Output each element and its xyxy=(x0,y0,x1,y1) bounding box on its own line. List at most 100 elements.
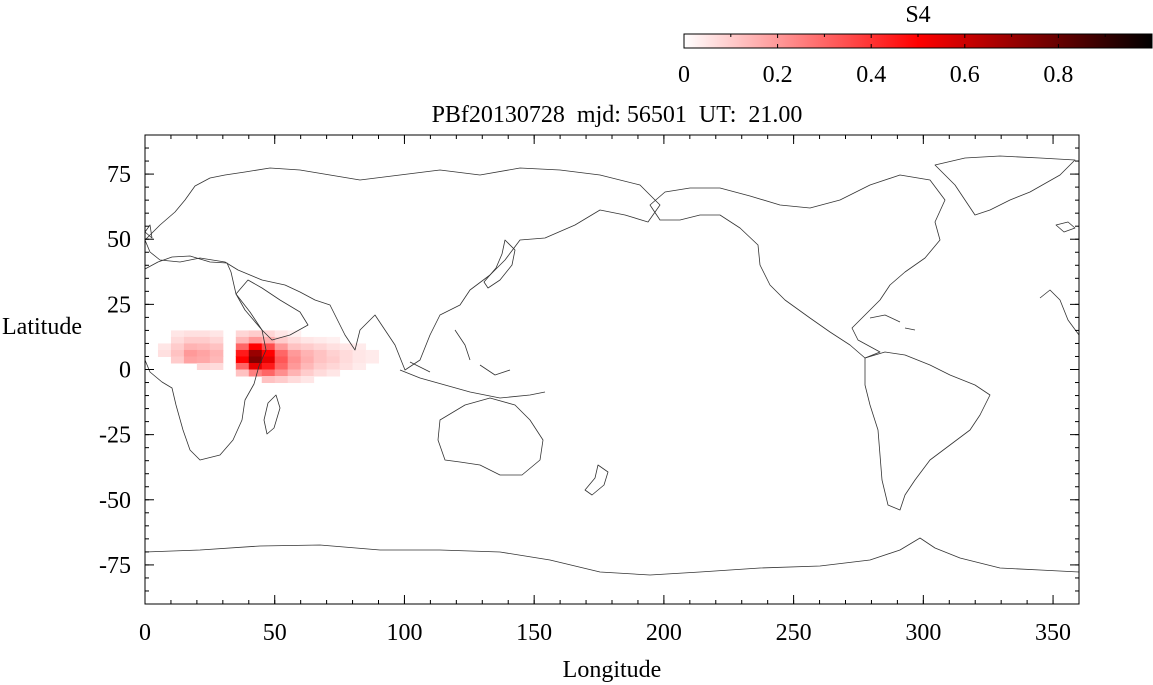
s4-cell xyxy=(235,349,250,357)
s4-cell xyxy=(261,369,276,377)
s4-cell xyxy=(235,336,250,344)
y-tick-label: -25 xyxy=(99,423,131,449)
s4-cell xyxy=(235,343,250,351)
y-tick-label: 25 xyxy=(107,292,131,318)
s4-cell xyxy=(287,343,302,351)
s4-cell xyxy=(339,356,354,364)
s4-cell xyxy=(235,362,250,370)
s4-cell xyxy=(209,343,224,351)
s4-heatmap-cells xyxy=(157,330,379,384)
x-tick-label: 50 xyxy=(263,620,287,646)
s4-cell xyxy=(235,369,250,377)
s4-cell xyxy=(183,343,198,351)
y-axis-label: Latitude xyxy=(2,314,82,340)
s4-cell xyxy=(326,356,341,364)
x-axis-label: Longitude xyxy=(563,657,662,683)
colorbar-ticks: 0 0.2 0.4 0.6 0.8 xyxy=(678,34,1106,88)
s4-cell xyxy=(287,376,302,384)
s4-cell xyxy=(352,349,367,357)
s4-cell xyxy=(352,343,367,351)
y-tick-label: 0 xyxy=(119,358,131,384)
s4-cell xyxy=(313,343,328,351)
s4-cell xyxy=(157,349,172,357)
s4-cell xyxy=(157,343,172,351)
s4-cell xyxy=(365,356,379,364)
s4-cell xyxy=(274,362,289,370)
s4-cell xyxy=(300,369,315,377)
s4-cell xyxy=(326,349,341,357)
s4-cell xyxy=(209,349,224,357)
s4-cell xyxy=(300,343,315,351)
s4-cell xyxy=(300,336,315,344)
coastline-iceland xyxy=(1055,221,1076,233)
colorbar: S4 0 0.2 0.4 0.6 0.8 xyxy=(678,2,1153,88)
x-tick-label: 200 xyxy=(646,620,682,646)
coastline-greenland xyxy=(934,155,1076,216)
s4-cell xyxy=(209,356,224,364)
coastline-madagascar xyxy=(263,394,281,435)
x-tick-label: 150 xyxy=(516,620,552,646)
s4-cell xyxy=(287,330,302,338)
s4-cell xyxy=(274,336,289,344)
chart-title: PBf20130728 mjd: 56501 UT: 21.00 xyxy=(432,102,803,128)
coastline-africa xyxy=(144,255,267,461)
s4-cell xyxy=(170,349,185,357)
y-tick-label: 50 xyxy=(107,227,131,253)
s4-cell xyxy=(261,349,276,357)
s4-cell xyxy=(287,362,302,370)
s4-cell xyxy=(274,369,289,377)
s4-cell xyxy=(261,330,276,338)
s4-cell xyxy=(261,343,276,351)
s4-cell xyxy=(313,336,328,344)
coastline-arabia xyxy=(235,279,309,341)
x-tick-label: 350 xyxy=(1035,620,1071,646)
y-tick-label: -50 xyxy=(99,488,131,514)
s4-cell xyxy=(196,362,211,370)
coastline-australia xyxy=(437,397,544,476)
s4-cell xyxy=(170,343,185,351)
coastline-eurasia xyxy=(144,167,661,371)
s4-cell xyxy=(183,330,198,338)
s4-cell xyxy=(339,362,354,370)
s4-cell xyxy=(300,356,315,364)
s4-cell xyxy=(300,349,315,357)
s4-cell xyxy=(248,356,263,364)
s4-cell xyxy=(326,336,341,344)
x-tick-label: 300 xyxy=(905,620,941,646)
s4-cell xyxy=(287,349,302,357)
colorbar-label: S4 xyxy=(905,2,930,28)
coastline-japan xyxy=(483,239,516,289)
colorbar-tick-label: 0.8 xyxy=(1043,62,1073,88)
s4-cell xyxy=(274,349,289,357)
s4-cell xyxy=(287,336,302,344)
coastline-west-europe-edge xyxy=(1039,289,1080,336)
s4-cell xyxy=(248,336,263,344)
y-tick-label: -75 xyxy=(99,553,131,579)
s4-cell xyxy=(339,343,354,351)
x-tick-label: 250 xyxy=(776,620,812,646)
s4-cell xyxy=(365,349,379,357)
x-tick-label: 100 xyxy=(386,620,422,646)
s4-cell xyxy=(352,362,367,370)
s4-cell xyxy=(300,362,315,370)
colorbar-tick-label: 0.2 xyxy=(763,62,793,88)
colorbar-tick-label: 0.6 xyxy=(950,62,980,88)
s4-cell xyxy=(326,343,341,351)
s4-cell xyxy=(196,356,211,364)
s4-cell xyxy=(209,362,224,370)
s4-cell xyxy=(196,330,211,338)
s4-cell xyxy=(339,349,354,357)
s4-cell xyxy=(352,356,367,364)
s4-cell xyxy=(274,343,289,351)
colorbar-tick-label: 0.4 xyxy=(856,62,886,88)
s4-cell xyxy=(313,369,328,377)
colorbar-tick-label: 0 xyxy=(678,62,690,88)
x-tick-label: 0 xyxy=(139,620,151,646)
coastline-britain xyxy=(144,224,153,239)
s4-cell xyxy=(261,362,276,370)
s4-cell xyxy=(183,336,198,344)
s4-cell xyxy=(209,336,224,344)
coastline-north-america xyxy=(649,174,946,359)
